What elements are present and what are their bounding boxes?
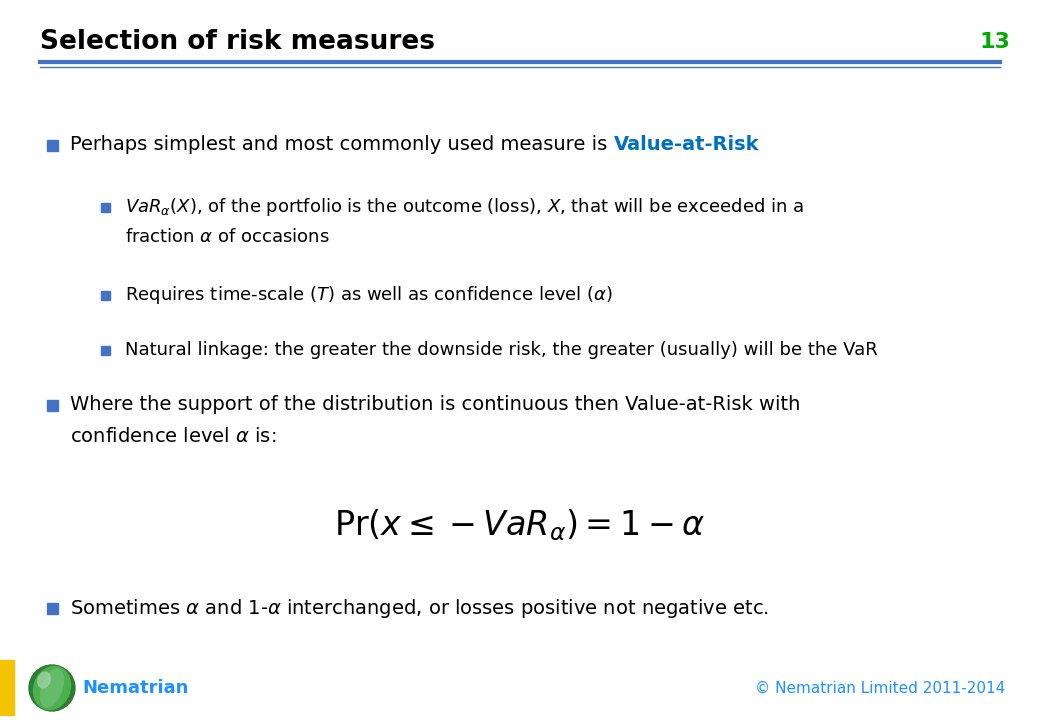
Text: Where the support of the distribution is continuous then Value-at-Risk with: Where the support of the distribution is… xyxy=(70,395,801,415)
Bar xyxy=(101,346,109,354)
Text: Natural linkage: the greater the downside risk, the greater (usually) will be th: Natural linkage: the greater the downsid… xyxy=(125,341,878,359)
Bar xyxy=(47,400,57,410)
Bar xyxy=(101,202,109,212)
Ellipse shape xyxy=(29,665,75,711)
Text: 13: 13 xyxy=(979,32,1010,52)
Bar xyxy=(0,660,14,715)
Text: Perhaps simplest and most commonly used measure is: Perhaps simplest and most commonly used … xyxy=(70,135,614,155)
Text: fraction $\alpha$ of occasions: fraction $\alpha$ of occasions xyxy=(125,228,330,246)
Text: Requires time-scale ($\mathit{T}$) as well as confidence level ($\alpha$): Requires time-scale ($\mathit{T}$) as we… xyxy=(125,284,613,306)
Ellipse shape xyxy=(33,667,71,710)
Bar xyxy=(47,603,57,613)
Bar xyxy=(47,140,57,150)
Text: Selection of risk measures: Selection of risk measures xyxy=(40,29,435,55)
Text: confidence level $\alpha$ is:: confidence level $\alpha$ is: xyxy=(70,428,277,446)
Text: $\mathrm{Pr}\left(x \leq -\mathit{VaR}_{\alpha}\right) = 1 - \alpha$: $\mathrm{Pr}\left(x \leq -\mathit{VaR}_{… xyxy=(335,507,705,543)
Bar xyxy=(101,290,109,300)
Ellipse shape xyxy=(37,672,50,688)
Text: $\mathit{VaR}_{\alpha}\mathit{(X)}$, of the portfolio is the outcome (loss), $\m: $\mathit{VaR}_{\alpha}\mathit{(X)}$, of … xyxy=(125,196,804,218)
Text: Sometimes $\alpha$ and 1-$\alpha$ interchanged, or losses positive not negative : Sometimes $\alpha$ and 1-$\alpha$ interc… xyxy=(70,596,769,619)
Text: Nematrian: Nematrian xyxy=(82,679,188,697)
Text: © Nematrian Limited 2011-2014: © Nematrian Limited 2011-2014 xyxy=(755,680,1005,696)
Text: Value-at-Risk: Value-at-Risk xyxy=(614,135,759,155)
Ellipse shape xyxy=(41,669,63,707)
